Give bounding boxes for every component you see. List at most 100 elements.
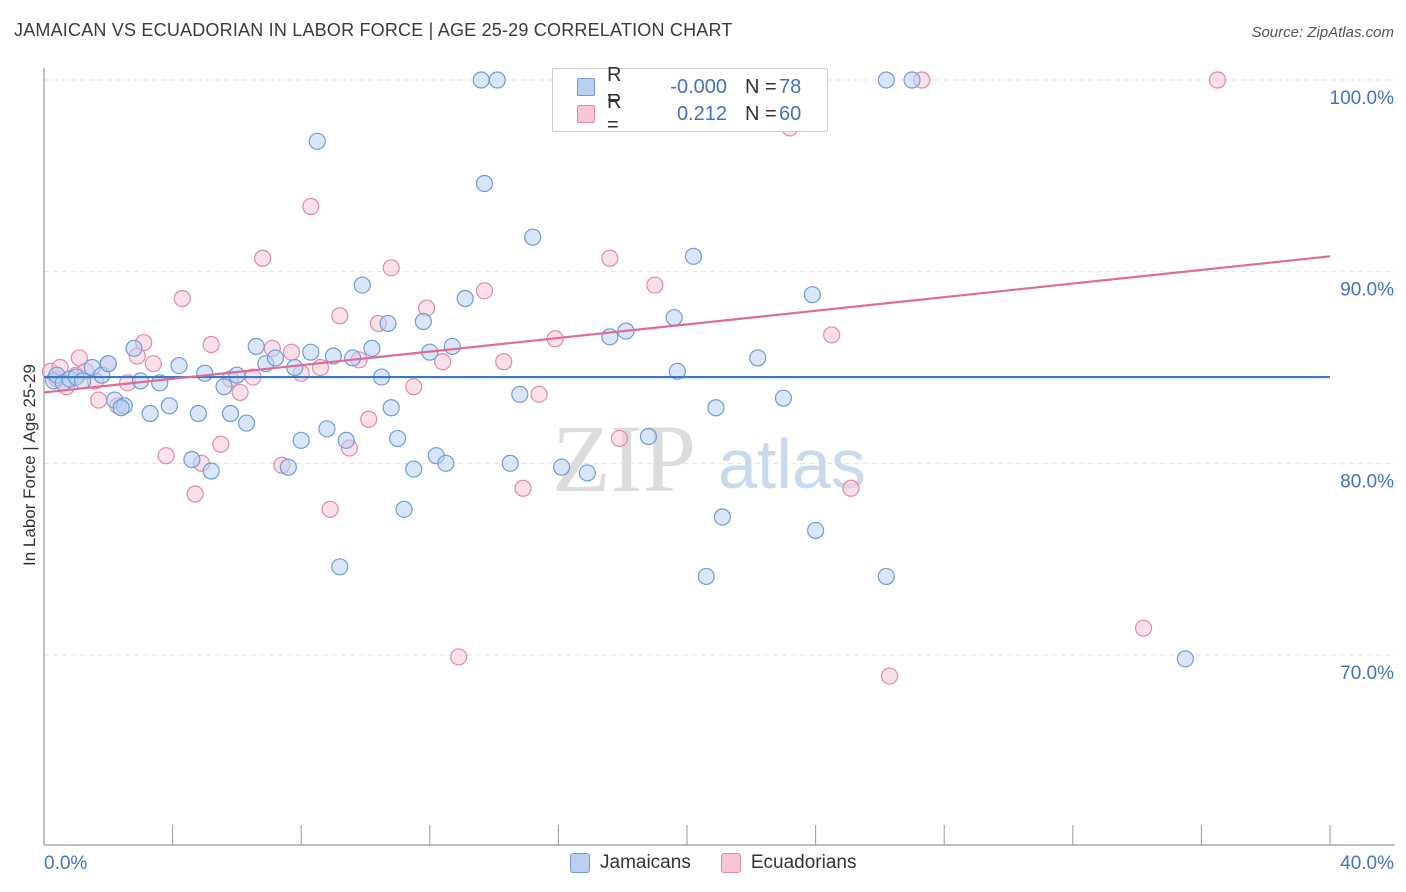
legend-item-jamaicans: Jamaicans (570, 852, 691, 874)
jamaican-point (697, 567, 715, 586)
series-legend: Jamaicans Ecuadorians (570, 852, 886, 874)
ecuadorian-point (254, 249, 272, 267)
jamaican-point (344, 349, 362, 367)
ecuadorian-point (144, 355, 162, 373)
ecuadorian-point (173, 289, 191, 308)
gridlines (44, 79, 1395, 656)
watermark: ZIP atlas (552, 405, 866, 512)
ecuadorian-point (382, 259, 400, 277)
ecuadorian-point (302, 197, 320, 216)
jamaican-point (553, 458, 571, 476)
watermark-atlas: atlas (718, 425, 866, 503)
jamaican-point (414, 312, 432, 331)
jamaican-point (202, 462, 220, 480)
jamaican-point (228, 366, 246, 384)
jamaican-point (395, 500, 413, 518)
jamaican-point (189, 404, 207, 423)
jamaican-point (302, 343, 320, 361)
jamaican-point (221, 404, 240, 423)
r-value: 0.212 (676, 102, 727, 125)
jamaican-point (903, 71, 921, 89)
jamaican-point (877, 567, 895, 586)
jamaican-point (524, 228, 542, 246)
jamaican-point (389, 429, 407, 448)
jamaican-point (437, 454, 455, 472)
jamaican-swatch (577, 78, 595, 96)
r-value: -0.000 (670, 75, 727, 98)
jamaican-point (405, 460, 423, 478)
jamaican-point (331, 558, 349, 576)
jamaican-point (141, 404, 159, 423)
jamaican-point (379, 314, 397, 333)
n-label: N = (745, 75, 777, 98)
legend-label-jamaicans: Jamaicans (600, 852, 691, 873)
y-tick-label: 80.0% (1340, 471, 1394, 492)
jamaican-point (488, 71, 506, 89)
ecuadorian-point (880, 667, 899, 685)
ecuadorian-point (186, 485, 204, 503)
jamaican-point (337, 431, 355, 449)
legend-row-ecuadorians: R = 0.212 N = 60 (577, 91, 802, 136)
x-tick-label: 0.0% (44, 853, 87, 874)
n-value: 78 (779, 75, 802, 98)
correlation-legend: R = -0.000 N = 78 R = 0.212 N = 60 (552, 64, 828, 136)
x-tick-label: 40.0% (1340, 853, 1394, 874)
jamaican-point (443, 337, 461, 356)
jamaican-point (237, 414, 256, 432)
ecuadorian-point (434, 353, 452, 371)
ecuadorian-legend-swatch (720, 853, 741, 873)
jamaican-point (73, 372, 92, 390)
jamaican-point (475, 174, 494, 193)
ecuadorian-point (495, 353, 513, 371)
jamaican-point (774, 389, 793, 407)
ecuadorian-swatch (577, 105, 595, 123)
jamaican-point (382, 399, 400, 417)
ecuadorian-point (601, 249, 619, 267)
jamaican-point (1176, 650, 1194, 668)
ecuadorian-point (321, 500, 339, 518)
jamaican-point (279, 458, 297, 476)
legend-row-jamaicans: R = -0.000 N = 78 (577, 64, 802, 109)
ecuadorian-point (450, 648, 468, 666)
ecuadorian-point (646, 276, 664, 294)
legend-label-ecuadorians: Ecuadorians (750, 852, 857, 873)
ecuadorian-point (514, 479, 532, 497)
jamaican-legend-swatch (570, 853, 590, 873)
jamaican-point (363, 339, 381, 357)
jamaican-point (170, 356, 188, 375)
jamaican-point (324, 347, 342, 365)
ecuadorian-point (282, 343, 301, 361)
ecuadorian-point (157, 447, 175, 465)
ecuadorian-point (1208, 71, 1227, 89)
n-value: 60 (779, 102, 802, 125)
r-label: R = (607, 64, 622, 109)
jamaican-point (665, 309, 683, 327)
tick-labels: 70.0% 80.0% 90.0% 100.0% 0.0% 40.0% (44, 88, 1394, 874)
ecuadorian-point (530, 385, 548, 403)
jamaican-point (308, 132, 326, 150)
ecuadorian-point (231, 383, 249, 402)
jamaican-point (292, 431, 310, 449)
jamaican-point (578, 464, 596, 482)
y-tick-label: 70.0% (1340, 663, 1394, 684)
jamaican-point (749, 349, 767, 367)
jamaican-point (806, 521, 825, 540)
jamaican-point (668, 362, 686, 380)
ecuadorian-point (1134, 619, 1153, 637)
ecuadorian-point (475, 282, 494, 300)
ecuadorian-trend-line (43, 255, 1331, 394)
y-tick-label: 100.0% (1330, 88, 1395, 109)
jamaican-point (125, 339, 143, 357)
jamaican-point (196, 364, 214, 382)
jamaican-point (353, 276, 371, 294)
jamaican-point (713, 508, 731, 526)
y-tick-label: 90.0% (1340, 280, 1394, 301)
jamaican-point (707, 399, 725, 417)
jamaican-point (456, 289, 474, 308)
axes (43, 68, 1395, 846)
n-label: N = (745, 102, 777, 125)
jamaican-point (215, 378, 233, 396)
legend-item-ecuadorians: Ecuadorians (720, 852, 857, 874)
ecuadorian-point (823, 326, 841, 344)
